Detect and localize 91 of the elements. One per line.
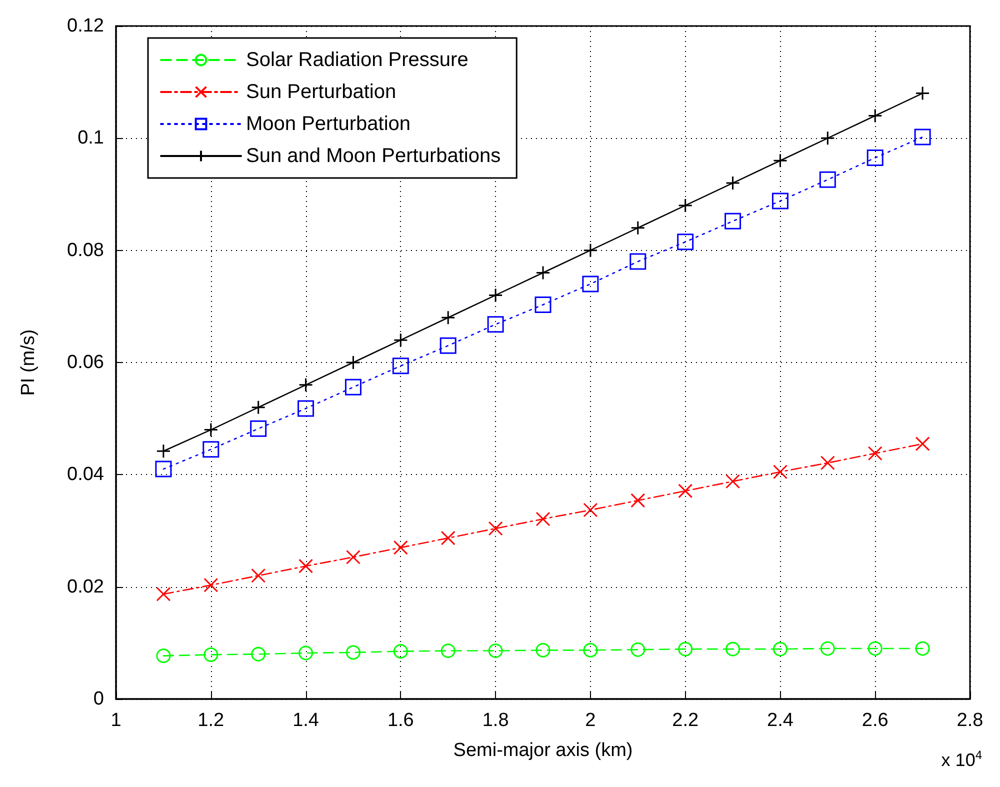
x-axis-title: Semi-major axis (km) bbox=[453, 740, 633, 761]
point bbox=[583, 642, 598, 658]
point bbox=[440, 337, 456, 354]
point bbox=[488, 288, 503, 302]
point bbox=[393, 644, 408, 659]
point bbox=[820, 456, 835, 470]
point bbox=[298, 378, 314, 392]
point bbox=[440, 530, 456, 546]
point bbox=[155, 460, 172, 478]
point bbox=[583, 502, 598, 518]
point bbox=[346, 645, 360, 660]
point bbox=[630, 493, 646, 508]
legend-label: Moon Perturbation bbox=[246, 113, 411, 135]
legend-label: Sun Perturbation bbox=[246, 81, 396, 103]
point bbox=[726, 474, 740, 489]
point bbox=[298, 646, 314, 660]
point bbox=[488, 521, 503, 536]
point bbox=[536, 512, 550, 526]
point bbox=[298, 558, 314, 574]
point bbox=[204, 578, 218, 592]
point bbox=[251, 400, 266, 415]
point bbox=[630, 253, 646, 270]
y-tick-label: 0.1 bbox=[78, 128, 104, 149]
point bbox=[678, 642, 693, 656]
y-tick-label: 0.02 bbox=[67, 576, 104, 598]
point bbox=[678, 484, 693, 498]
x-tick-label: 2.2 bbox=[672, 710, 699, 731]
point bbox=[251, 646, 266, 662]
point bbox=[630, 220, 646, 236]
point bbox=[251, 568, 266, 583]
point bbox=[772, 192, 788, 210]
point bbox=[156, 586, 171, 602]
point bbox=[298, 400, 314, 417]
point bbox=[583, 243, 598, 258]
point bbox=[204, 422, 218, 438]
point bbox=[819, 171, 836, 188]
point bbox=[915, 436, 930, 452]
y-tick-label: 0.08 bbox=[67, 240, 104, 261]
point bbox=[536, 642, 550, 658]
x-tick-label: 2.6 bbox=[862, 710, 888, 731]
legend-label: Solar Radiation Pressure bbox=[246, 49, 468, 71]
point bbox=[772, 153, 788, 168]
point bbox=[726, 176, 740, 190]
point bbox=[582, 276, 599, 292]
legend-label: Sun and Moon Perturbations bbox=[246, 145, 501, 167]
y-tick-label: 0.04 bbox=[67, 464, 104, 486]
point bbox=[914, 128, 931, 146]
y-tick-label: 0 bbox=[93, 688, 104, 710]
point bbox=[630, 642, 646, 657]
point bbox=[344, 378, 362, 396]
point bbox=[393, 540, 408, 555]
point bbox=[488, 644, 503, 658]
point bbox=[534, 296, 552, 313]
x-tick-label: 1.2 bbox=[198, 710, 224, 731]
y-tick-label: 0.12 bbox=[67, 16, 104, 36]
point bbox=[677, 234, 694, 250]
point bbox=[392, 358, 409, 374]
x-tick-label: 1.6 bbox=[387, 710, 414, 731]
point bbox=[866, 150, 884, 166]
point bbox=[915, 641, 930, 656]
x-tick-label: 2.4 bbox=[767, 710, 794, 731]
x-tick-label: 1 bbox=[110, 710, 122, 731]
point bbox=[346, 550, 360, 564]
point bbox=[440, 644, 456, 658]
point bbox=[393, 332, 408, 348]
point bbox=[868, 446, 882, 461]
point bbox=[915, 86, 930, 101]
point bbox=[772, 642, 788, 656]
x-tick-label: 1.8 bbox=[482, 710, 509, 731]
point bbox=[536, 266, 550, 280]
point bbox=[868, 641, 882, 656]
point bbox=[678, 198, 693, 213]
point bbox=[820, 130, 835, 146]
point bbox=[440, 310, 456, 325]
point bbox=[346, 355, 360, 370]
y-axis-title: PI (m/s) bbox=[18, 329, 39, 396]
point bbox=[156, 444, 171, 458]
x-tick-label: 2 bbox=[585, 710, 596, 731]
point bbox=[868, 108, 882, 123]
point bbox=[726, 642, 740, 656]
point bbox=[772, 464, 788, 480]
point bbox=[202, 441, 220, 458]
point bbox=[820, 641, 835, 656]
point bbox=[487, 316, 504, 333]
x-tick-label: 1.4 bbox=[292, 710, 320, 731]
y-tick-label: 0.06 bbox=[67, 352, 104, 373]
point bbox=[250, 420, 267, 437]
point bbox=[156, 648, 171, 664]
point bbox=[724, 212, 742, 230]
x-tick-label: 2.8 bbox=[956, 710, 984, 731]
point bbox=[204, 647, 218, 662]
